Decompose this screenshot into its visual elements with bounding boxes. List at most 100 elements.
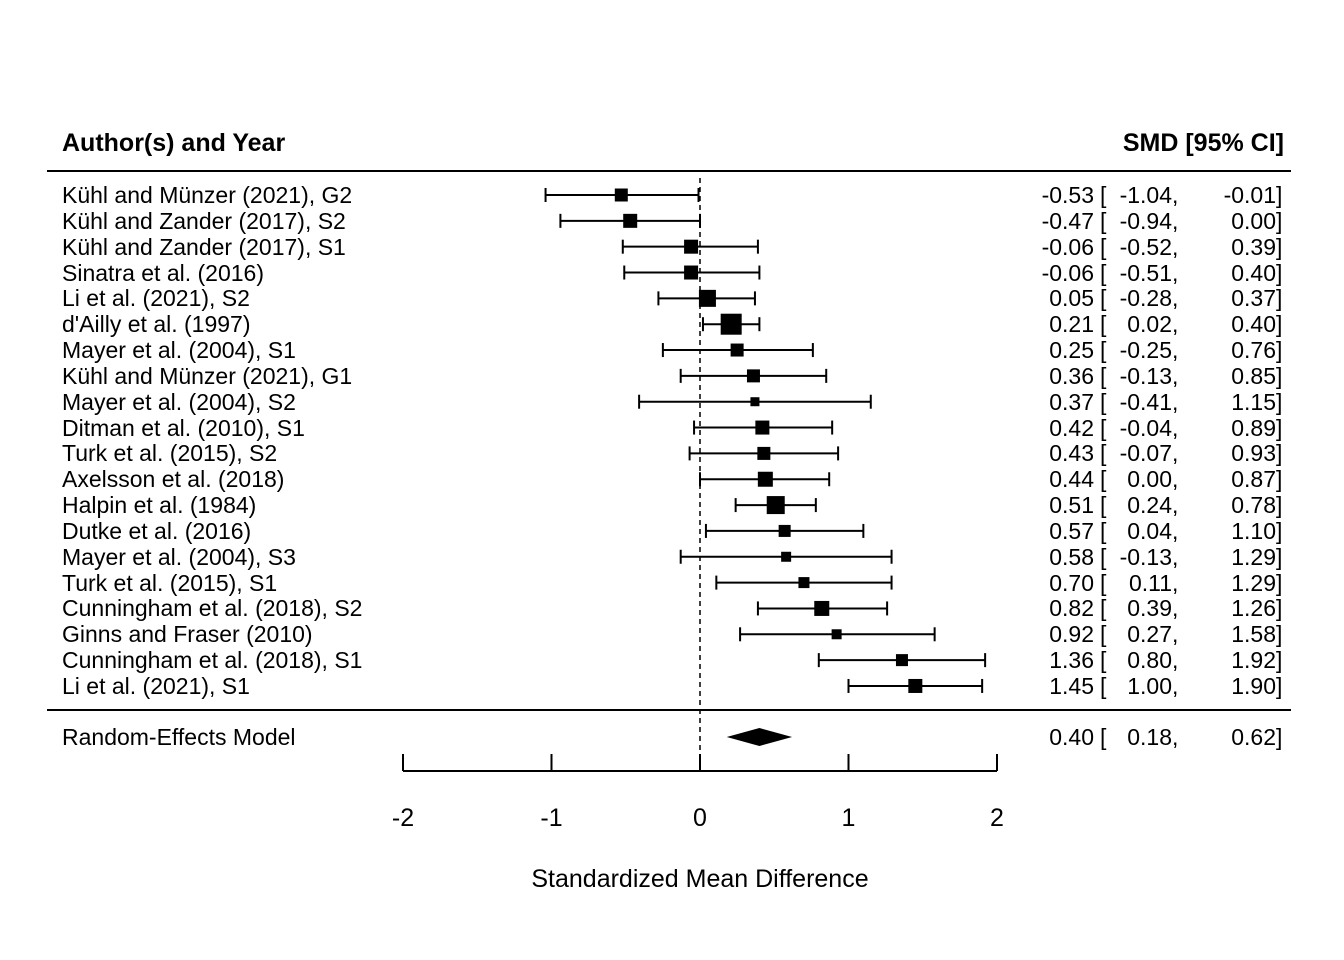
study-ci-lower: -0.13, xyxy=(1119,362,1179,389)
summary-estimate: 0.40 xyxy=(1049,724,1094,750)
study-numbers: 0.58[-0.13, 1.29] xyxy=(1030,544,1282,570)
bracket-open: [ xyxy=(1100,569,1107,596)
study-ci-lower: 0.24, xyxy=(1127,492,1179,519)
study-ci-upper: 1.29] xyxy=(1231,543,1283,570)
study-estimate: 1.36 xyxy=(1049,647,1094,674)
effect-square xyxy=(781,551,792,562)
study-ci-upper: 1.58] xyxy=(1231,621,1283,648)
x-axis-title: Standardized Mean Difference xyxy=(531,865,869,893)
study-label: Halpin et al. (1984) xyxy=(62,492,257,519)
study-numbers: 0.92[0.27, 1.58] xyxy=(1030,621,1282,647)
study-numbers: 1.36[0.80, 1.92] xyxy=(1030,647,1282,673)
study-numbers: -0.47[-0.94, 0.00] xyxy=(1030,207,1283,234)
study-label: Cunningham et al. (2018), S2 xyxy=(62,595,363,622)
study-ci-upper: 1.29] xyxy=(1231,569,1283,596)
study-estimate: 0.42 xyxy=(1049,414,1094,441)
study-label: Mayer et al. (2004), S1 xyxy=(62,337,296,364)
study-ci-upper: 0.37] xyxy=(1231,285,1283,312)
study-label: Cunningham et al. (2018), S1 xyxy=(62,647,363,674)
study-numbers: 1.45[1.00, 1.90] xyxy=(1030,673,1282,699)
study-ci-upper: 1.26] xyxy=(1231,595,1283,622)
bracket-open: [ xyxy=(1100,311,1107,338)
study-ci-lower: -1.04, xyxy=(1119,182,1179,208)
study-ci-upper: 0.89] xyxy=(1231,414,1283,441)
study-estimate: 1.45 xyxy=(1049,672,1094,699)
study-label: d'Ailly et al. (1997) xyxy=(62,311,251,338)
bracket-open: [ xyxy=(1100,285,1107,312)
bracket-open: [ xyxy=(1100,466,1107,493)
effect-square xyxy=(798,577,810,589)
study-numbers: 0.51[0.24, 0.78] xyxy=(1030,492,1282,518)
summary-ci-lower: 0.18, xyxy=(1127,724,1179,750)
x-axis-tick-label: 1 xyxy=(841,804,856,832)
study-ci-upper: 0.40] xyxy=(1231,259,1283,286)
study-label: Kühl and Münzer (2021), G2 xyxy=(62,182,353,208)
effect-square xyxy=(755,420,770,435)
study-numbers: -0.06[-0.51, 0.40] xyxy=(1030,259,1283,286)
effect-square xyxy=(698,289,716,307)
study-label: Li et al. (2021), S1 xyxy=(62,672,250,699)
effect-square xyxy=(895,654,908,667)
study-ci-upper: -0.01] xyxy=(1223,182,1283,208)
bracket-open: [ xyxy=(1100,388,1107,415)
bracket-open: [ xyxy=(1100,362,1107,389)
study-ci-upper: 0.76] xyxy=(1231,337,1283,364)
study-numbers: 0.57[0.04, 1.10] xyxy=(1030,518,1282,544)
bracket-open: [ xyxy=(1100,207,1107,234)
effect-square xyxy=(623,213,638,228)
bracket-open: [ xyxy=(1100,724,1107,750)
study-ci-upper: 0.00] xyxy=(1231,207,1283,234)
study-label: Kühl and Münzer (2021), G1 xyxy=(62,362,353,389)
study-numbers: 0.44[0.00, 0.87] xyxy=(1030,466,1282,492)
study-estimate: -0.53 xyxy=(1041,182,1094,208)
study-label: Axelsson et al. (2018) xyxy=(62,466,285,493)
effect-square xyxy=(766,496,785,515)
study-ci-lower: -0.07, xyxy=(1119,440,1179,467)
effect-square xyxy=(684,265,699,280)
bracket-open: [ xyxy=(1100,414,1107,441)
study-estimate: 0.51 xyxy=(1049,492,1094,519)
study-label: Kühl and Zander (2017), S1 xyxy=(62,233,346,260)
bracket-open: [ xyxy=(1100,517,1107,544)
study-numbers: 0.70[0.11, 1.29] xyxy=(1030,570,1282,596)
study-label: Ditman et al. (2010), S1 xyxy=(62,414,305,441)
summary-diamond xyxy=(726,728,793,746)
effect-square xyxy=(778,524,791,537)
study-ci-lower: -0.94, xyxy=(1119,207,1179,234)
column-header-smd: SMD [95% CI] xyxy=(1122,129,1284,157)
study-label: Mayer et al. (2004), S2 xyxy=(62,388,296,415)
study-ci-lower: 0.00, xyxy=(1127,466,1179,493)
study-label: Dutke et al. (2016) xyxy=(62,517,252,544)
study-ci-lower: 0.80, xyxy=(1127,647,1179,674)
x-axis-tick-label: -2 xyxy=(391,804,415,832)
study-label: Li et al. (2021), S2 xyxy=(62,285,250,312)
bracket-open: [ xyxy=(1100,259,1107,286)
column-header-authors: Author(s) and Year xyxy=(62,129,286,157)
study-estimate: 0.58 xyxy=(1049,543,1094,570)
study-ci-upper: 0.78] xyxy=(1231,492,1283,519)
bracket-open: [ xyxy=(1100,543,1107,570)
study-estimate: 0.43 xyxy=(1049,440,1094,467)
study-label: Turk et al. (2015), S2 xyxy=(62,440,278,467)
study-estimate: 0.37 xyxy=(1049,388,1094,415)
x-axis-tick-label: -1 xyxy=(540,804,563,832)
study-numbers: -0.06[-0.52, 0.39] xyxy=(1030,233,1283,260)
study-ci-upper: 0.39] xyxy=(1231,233,1283,260)
study-estimate: 0.70 xyxy=(1049,569,1094,596)
study-estimate: 0.92 xyxy=(1049,621,1094,648)
study-estimate: -0.06 xyxy=(1041,259,1094,286)
study-label: Mayer et al. (2004), S3 xyxy=(62,543,296,570)
summary-ci-upper: 0.62] xyxy=(1231,724,1283,750)
effect-square xyxy=(908,678,923,693)
bracket-open: [ xyxy=(1100,492,1107,519)
bracket-open: [ xyxy=(1100,672,1107,699)
study-numbers: -0.53[-1.04, -0.01] xyxy=(1030,182,1283,208)
effect-square xyxy=(720,313,742,335)
study-ci-upper: 1.15] xyxy=(1231,388,1283,415)
effect-square xyxy=(757,446,771,460)
study-label: Sinatra et al. (2016) xyxy=(62,259,265,286)
study-ci-lower: -0.25, xyxy=(1119,337,1179,364)
study-ci-lower: 1.00, xyxy=(1127,672,1179,699)
study-numbers: 0.25[-0.25, 0.76] xyxy=(1030,337,1282,363)
